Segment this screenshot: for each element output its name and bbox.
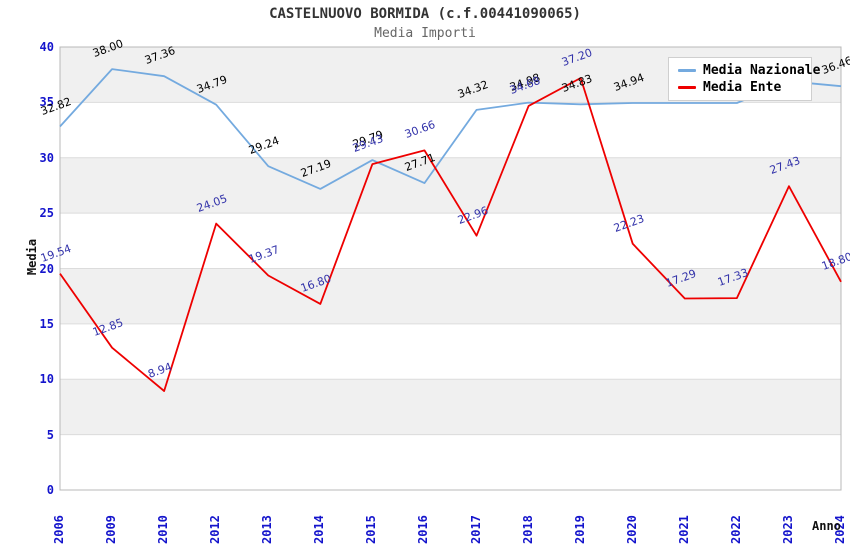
- y-axis-tick-label: 20: [39, 261, 54, 276]
- series-line-media-nazionale: [59, 68, 842, 190]
- y-axis-tick-label: 40: [39, 40, 54, 54]
- x-axis-tick-label: 2013: [260, 515, 275, 544]
- x-axis-tick-label: 2017: [468, 515, 483, 544]
- x-axis-tick-label: 2022: [728, 515, 743, 544]
- legend-item-nazionale: Media Nazionale: [669, 63, 820, 78]
- y-axis-tick-label: 5: [46, 427, 54, 442]
- legend-item-ente: Media Ente: [669, 80, 811, 95]
- legend-swatch-nazionale-icon: [678, 68, 696, 72]
- y-axis-tick-label: 0: [46, 483, 54, 497]
- x-axis-tick-label: 2020: [624, 515, 639, 544]
- x-axis-tick-label: 2023: [780, 515, 795, 544]
- x-axis-tick-label: 2009: [104, 515, 119, 544]
- x-axis-title: Anno: [812, 519, 841, 533]
- x-axis-tick-label: 2014: [312, 515, 327, 544]
- x-axis-tick-label: 2019: [572, 515, 587, 544]
- x-axis-tick-label: 2018: [520, 515, 535, 544]
- legend-box: Media Nazionale Media Ente: [668, 57, 820, 101]
- y-axis-title: Media: [25, 238, 40, 276]
- legend-label-nazionale: Media Nazionale: [703, 62, 821, 78]
- x-axis-tick-label: 2015: [364, 515, 379, 544]
- x-axis-tick-label: 2021: [676, 515, 691, 544]
- y-axis-tick-label: 25: [39, 206, 54, 221]
- y-axis-tick-label: 35: [39, 95, 54, 110]
- x-axis-tick-label: 2006: [52, 515, 66, 544]
- series-line-media-ente: [59, 77, 842, 392]
- x-axis-tick-label: 2012: [208, 515, 223, 544]
- x-axis-tick-label: 2010: [156, 515, 171, 544]
- chart-subtitle: Media Importi: [374, 26, 476, 41]
- y-axis-tick-label: 30: [39, 150, 54, 165]
- legend-label-ente: Media Ente: [703, 80, 782, 96]
- y-axis-tick-label: 15: [39, 316, 54, 331]
- y-axis-tick-label: 10: [39, 372, 54, 387]
- chart-title: CASTELNUOVO BORMIDA (c.f.00441090065): [269, 6, 581, 22]
- legend-swatch-ente-icon: [678, 86, 696, 90]
- x-axis-tick-label: 2016: [416, 515, 431, 544]
